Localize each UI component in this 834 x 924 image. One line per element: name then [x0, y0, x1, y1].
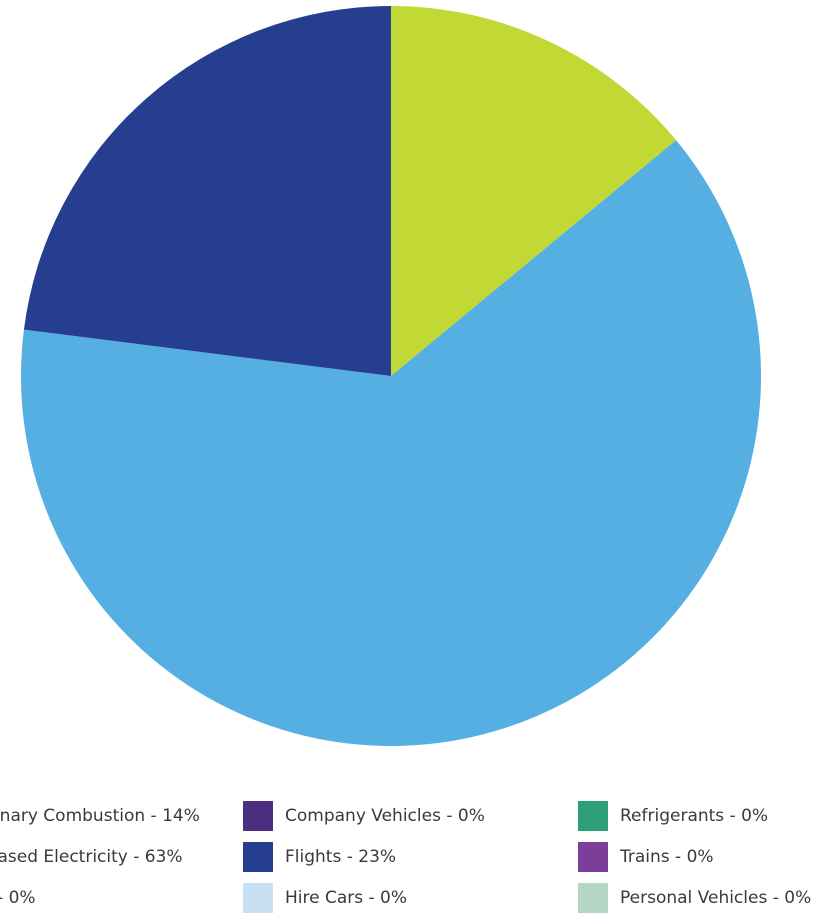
legend-item: Trains - 0%	[578, 842, 714, 872]
legend-item: Refrigerants - 0%	[578, 801, 768, 831]
legend-swatch	[578, 842, 608, 872]
pie-slice-2	[23, 6, 391, 376]
legend-swatch	[243, 842, 273, 872]
legend-item: Personal Vehicles - 0%	[578, 883, 811, 913]
pie-slice-1	[21, 140, 762, 747]
legend-swatch	[578, 801, 608, 831]
legend-swatch	[243, 801, 273, 831]
pie-chart	[21, 6, 762, 747]
legend-item: Company Vehicles - 0%	[243, 801, 485, 831]
legend-label: Purchased Electricity - 63%	[0, 847, 183, 867]
legend-item: Purchased Electricity - 63%	[0, 842, 183, 872]
legend-item: Taxis - 0%	[0, 883, 36, 913]
legend-label: Company Vehicles - 0%	[285, 806, 485, 826]
legend-label: Personal Vehicles - 0%	[620, 888, 812, 908]
pie-slice-0	[391, 6, 677, 376]
legend-label: Hire Cars - 0%	[285, 888, 408, 908]
legend-label: Refrigerants - 0%	[620, 806, 769, 826]
legend-item: Stationary Combustion - 14%	[0, 801, 200, 831]
legend-label: Stationary Combustion - 14%	[0, 806, 200, 826]
legend-label: Trains - 0%	[620, 847, 714, 867]
legend-item: Hire Cars - 0%	[243, 883, 407, 913]
legend-label: Taxis - 0%	[0, 888, 36, 908]
legend-swatch	[578, 883, 608, 913]
legend-label: Flights - 23%	[285, 847, 397, 867]
legend-swatch	[243, 883, 273, 913]
legend-item: Flights - 23%	[243, 842, 396, 872]
